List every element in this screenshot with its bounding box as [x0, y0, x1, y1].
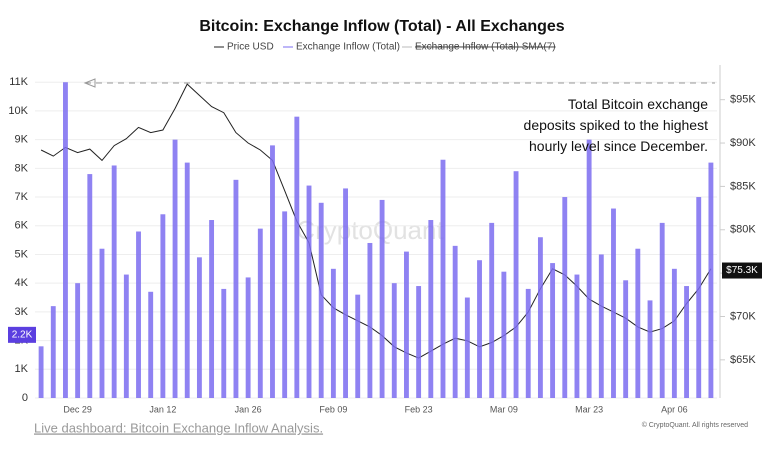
- y-tick-label: 5K: [15, 248, 29, 260]
- inflow-bar: [464, 297, 470, 398]
- annotation: Total Bitcoin exchange deposits spiked t…: [523, 96, 708, 154]
- inflow-bar: [160, 214, 166, 398]
- y2-tick-label: $90K: [730, 137, 756, 149]
- y2-tick-label: $80K: [730, 224, 756, 236]
- x-tick-label: Feb 23: [405, 404, 433, 414]
- inflow-bar: [537, 237, 543, 398]
- x-tick-label: Mar 23: [575, 404, 603, 414]
- y-tick-label: 1K: [15, 363, 29, 375]
- inflow-bar: [99, 248, 105, 398]
- plot-area: [35, 81, 717, 399]
- last-price-tag: [722, 262, 762, 279]
- inflow-bar: [172, 139, 178, 398]
- y2-tick-label: $70K: [730, 310, 756, 322]
- inflow-bar: [367, 242, 373, 398]
- inflow-bar: [477, 260, 482, 398]
- inflow-bar: [50, 306, 56, 398]
- x-tick-label: Dec 29: [63, 404, 92, 414]
- y-tick-label: 3K: [15, 306, 29, 318]
- inflow-bar: [611, 208, 616, 398]
- inflow-bar: [233, 179, 239, 398]
- y-tick-label: 7K: [15, 191, 29, 203]
- inflow-bar: [270, 145, 275, 398]
- copyright: © CryptoQuant. All rights reserved: [642, 421, 748, 429]
- y2-tick-label: $95K: [730, 94, 756, 106]
- inflow-bar: [696, 197, 702, 398]
- last-inflow-tag: [8, 326, 36, 343]
- annotation-box: Total Bitcoin exchange deposits spiked t…: [523, 96, 708, 154]
- inflow-bar: [659, 222, 665, 398]
- watermark: CryptoQuant: [296, 215, 444, 245]
- inflow-bar: [574, 274, 580, 398]
- inflow-bar: [221, 288, 227, 398]
- legend-label[interactable]: Exchange Inflow (Total): [296, 42, 400, 53]
- inflow-bar: [428, 220, 434, 398]
- inflow-bar: [562, 197, 568, 398]
- inflow-bar: [306, 185, 312, 398]
- inflow-bar: [440, 159, 446, 398]
- inflow-bar: [647, 300, 653, 398]
- inflow-bar: [87, 174, 93, 398]
- y2-tick-label: $85K: [730, 180, 756, 192]
- inflow-bar: [671, 268, 677, 398]
- inflow-bar: [282, 211, 288, 398]
- x-tick-label: Mar 09: [490, 404, 518, 414]
- y-tick-label: 9K: [15, 134, 29, 146]
- inflow-bar: [513, 171, 519, 398]
- legend: Price USD Exchange Inflow (Total) Exchan…: [214, 42, 556, 53]
- inflow-bar: [416, 286, 422, 398]
- inflow-bar: [196, 257, 202, 398]
- inflow-bar: [148, 291, 154, 398]
- inflow-bar: [63, 82, 68, 399]
- inflow-bar: [75, 283, 81, 398]
- inflow-bar: [404, 251, 409, 398]
- inflow-bar: [623, 280, 629, 398]
- inflow-bar: [598, 254, 604, 398]
- inflow-bar: [501, 271, 507, 398]
- y-tick-label: 10K: [8, 105, 28, 117]
- inflow-bar: [209, 220, 215, 398]
- inflow-bar: [525, 288, 531, 398]
- inflow-bar: [452, 245, 458, 398]
- inflow-bar: [684, 286, 689, 398]
- y-tick-label: 0: [22, 392, 28, 404]
- last-price-label: $75.3K: [726, 265, 758, 276]
- inflow-bar: [379, 199, 385, 398]
- legend-label[interactable]: Price USD: [227, 42, 274, 53]
- last-inflow-label: 2.2K: [12, 329, 33, 340]
- inflow-bar: [391, 283, 397, 398]
- y-tick-label: 8K: [15, 162, 29, 174]
- chart-title: Bitcoin: Exchange Inflow (Total) - All E…: [199, 18, 564, 35]
- inflow-bar: [708, 162, 714, 398]
- inflow-bar: [489, 222, 495, 398]
- y-tick-label: 11K: [9, 76, 28, 88]
- x-tick-label: Jan 12: [149, 404, 176, 414]
- inflow-bar: [184, 162, 190, 398]
- inflow-bar: [123, 274, 129, 398]
- y-tick-label: 4K: [15, 277, 29, 289]
- inflow-bar: [294, 116, 300, 398]
- inflow-bar: [111, 165, 117, 398]
- inflow-bar: [550, 263, 556, 398]
- y-tick-label: 6K: [15, 220, 29, 232]
- inflow-bar: [343, 188, 348, 398]
- x-tick-label: Feb 09: [319, 404, 347, 414]
- arrow-head: [83, 78, 96, 88]
- inflow-bar: [136, 231, 141, 398]
- source-link[interactable]: Live dashboard: Bitcoin Exchange Inflow …: [34, 420, 323, 435]
- inflow-bar: [355, 294, 361, 398]
- x-tick-label: Apr 06: [661, 404, 688, 414]
- inflow-bar: [257, 228, 263, 398]
- inflow-bar: [318, 202, 324, 398]
- inflow-bar: [586, 139, 592, 398]
- inflow-bar: [635, 248, 641, 398]
- inflow-bar: [245, 277, 251, 398]
- legend-label-hidden[interactable]: Exchange Inflow (Total) SMA(7): [415, 42, 556, 53]
- y2-tick-label: $65K: [730, 354, 756, 366]
- inflow-bar: [38, 346, 44, 398]
- inflow-bar: [330, 268, 336, 398]
- x-tick-label: Jan 26: [235, 404, 262, 414]
